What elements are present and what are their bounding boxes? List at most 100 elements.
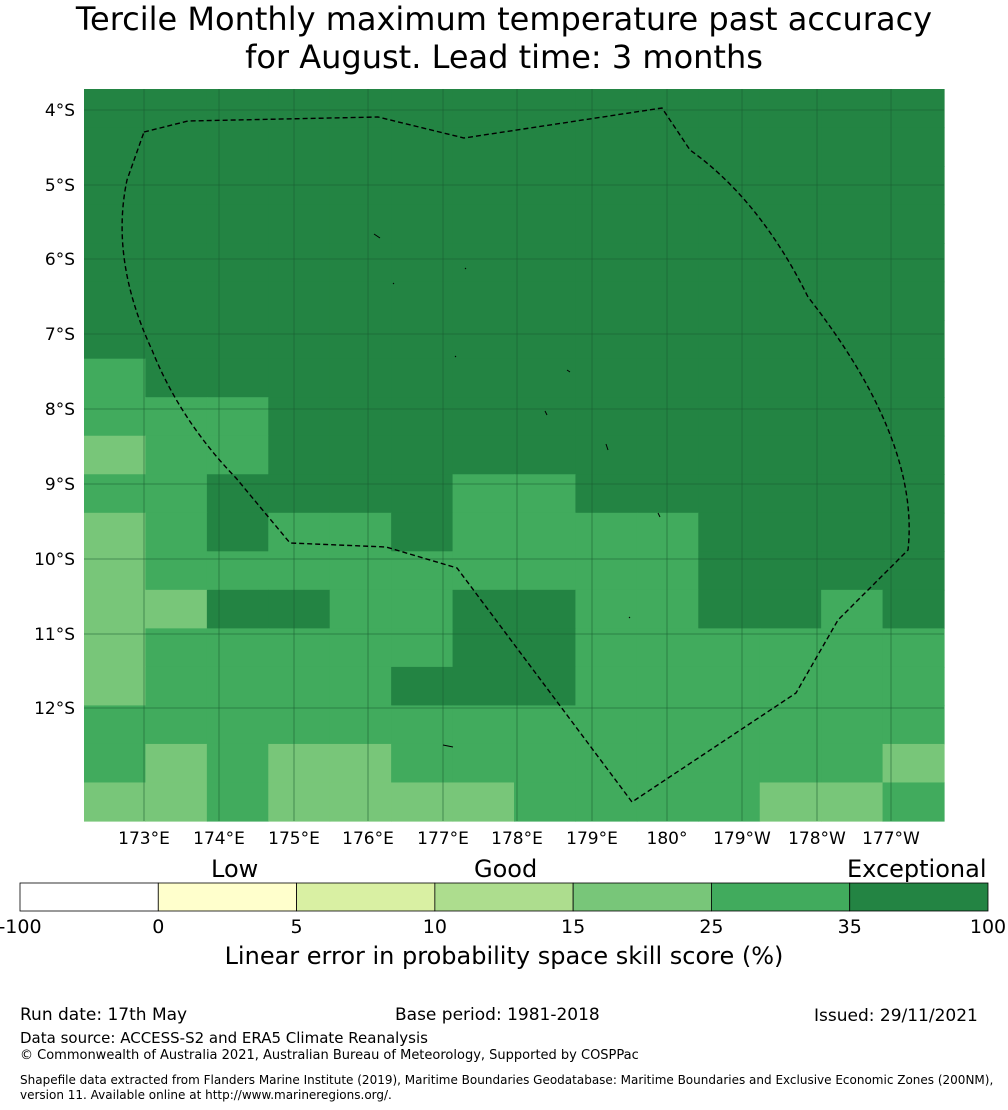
data-source: Data source: ACCESS-S2 and ERA5 Climate … bbox=[20, 1029, 428, 1047]
grid-cell bbox=[268, 551, 331, 591]
grid-cell bbox=[882, 435, 945, 475]
grid-cell bbox=[575, 320, 638, 360]
grid-cell bbox=[575, 166, 638, 206]
grid-cell bbox=[145, 435, 208, 475]
grid-cell bbox=[882, 782, 945, 822]
grid-cell bbox=[329, 512, 392, 552]
island-1 bbox=[373, 233, 381, 239]
grid-cell bbox=[206, 89, 269, 129]
grid-cell bbox=[821, 166, 884, 206]
grid-cell bbox=[821, 281, 884, 321]
grid-cell bbox=[636, 474, 699, 514]
grid-cell bbox=[821, 512, 884, 552]
grid-cell bbox=[145, 512, 208, 552]
grid-cell bbox=[698, 705, 761, 745]
lon-label: 178°E bbox=[491, 829, 543, 849]
grid-cell bbox=[882, 512, 945, 552]
island-10 bbox=[442, 744, 454, 748]
grid-cell bbox=[882, 320, 945, 360]
grid-cell bbox=[452, 589, 515, 629]
grid-cell bbox=[391, 243, 454, 283]
grid-cell bbox=[84, 127, 147, 167]
grid-cell bbox=[391, 127, 454, 167]
grid-cell bbox=[391, 435, 454, 475]
grid-cell bbox=[452, 782, 515, 822]
grid-cell bbox=[698, 89, 761, 129]
grid-cell bbox=[268, 281, 331, 321]
grid-cell bbox=[698, 243, 761, 283]
islands bbox=[373, 233, 661, 748]
shapefile-credit-1: Shapefile data extracted from Flanders M… bbox=[20, 1073, 994, 1087]
skill-grid bbox=[84, 89, 945, 822]
grid-cell bbox=[268, 243, 331, 283]
grid-cell bbox=[329, 89, 392, 129]
grid-cell bbox=[391, 474, 454, 514]
grid-cell bbox=[698, 397, 761, 437]
grid-cell bbox=[329, 705, 392, 745]
island-3 bbox=[392, 282, 395, 285]
island-7 bbox=[605, 443, 609, 451]
grid-cell bbox=[882, 281, 945, 321]
colorbar-segment bbox=[434, 882, 574, 912]
grid-cell bbox=[329, 127, 392, 167]
colorbar-segment bbox=[157, 882, 297, 912]
grid-cell bbox=[514, 204, 577, 244]
colorbar-segment bbox=[19, 882, 159, 912]
grid-cell bbox=[514, 743, 577, 784]
base-period: Base period: 1981-2018 bbox=[395, 1005, 600, 1025]
grid-cell bbox=[636, 166, 699, 206]
grid-cell bbox=[329, 243, 392, 283]
lat-label: 6°S bbox=[45, 250, 75, 270]
grid-cell bbox=[575, 127, 638, 167]
grid-cell bbox=[821, 551, 884, 591]
title-line-2: for August. Lead time: 3 months bbox=[245, 38, 763, 76]
grid-cell bbox=[698, 628, 761, 668]
grid-cell bbox=[145, 743, 208, 784]
grid-cell bbox=[636, 551, 699, 591]
grid-cell bbox=[206, 705, 269, 745]
issued-date: Issued: 29/11/2021 bbox=[814, 1006, 978, 1026]
grid-cell bbox=[882, 204, 945, 244]
grid-cell bbox=[882, 243, 945, 283]
grid-cell bbox=[821, 358, 884, 398]
grid-cell bbox=[882, 743, 945, 784]
grid-cell bbox=[759, 474, 822, 514]
grid-cell bbox=[759, 512, 822, 552]
grid-cell bbox=[84, 397, 147, 437]
graticule bbox=[84, 89, 944, 821]
grid-cell bbox=[759, 743, 822, 784]
grid-cell bbox=[452, 435, 515, 475]
grid-cell bbox=[329, 358, 392, 398]
grid-cell bbox=[206, 320, 269, 360]
grid-cell bbox=[84, 281, 147, 321]
grid-cell bbox=[882, 705, 945, 745]
grid-cell bbox=[882, 397, 945, 437]
grid-cell bbox=[821, 243, 884, 283]
grid-cell bbox=[145, 705, 208, 745]
colorbar-tick-label: 10 bbox=[423, 916, 447, 938]
grid-cell bbox=[206, 204, 269, 244]
grid-cell bbox=[759, 89, 822, 129]
grid-cell bbox=[329, 628, 392, 668]
latitude-labels: 4°S 5°S 6°S 7°S 8°S 9°S 10°S 11°S 12°S bbox=[34, 101, 75, 719]
lon-label: 176°E bbox=[342, 829, 394, 849]
lon-label: 173°E bbox=[118, 829, 170, 849]
grid-cell bbox=[145, 281, 208, 321]
grid-cell bbox=[514, 358, 577, 398]
grid-cell bbox=[84, 705, 147, 745]
grid-cell bbox=[759, 166, 822, 206]
grid-cell bbox=[268, 397, 331, 437]
grid-cell bbox=[575, 397, 638, 437]
island-2 bbox=[464, 267, 467, 270]
grid-cell bbox=[206, 127, 269, 167]
grid-cell bbox=[84, 320, 147, 360]
grid-cell bbox=[514, 397, 577, 437]
grid-cell bbox=[821, 204, 884, 244]
grid-cell bbox=[882, 551, 945, 591]
grid-cell bbox=[391, 666, 454, 707]
colorbar-tick-label: 35 bbox=[838, 916, 862, 938]
grid-cell bbox=[268, 666, 331, 707]
grid-cell bbox=[391, 320, 454, 360]
grid-cell bbox=[452, 320, 515, 360]
